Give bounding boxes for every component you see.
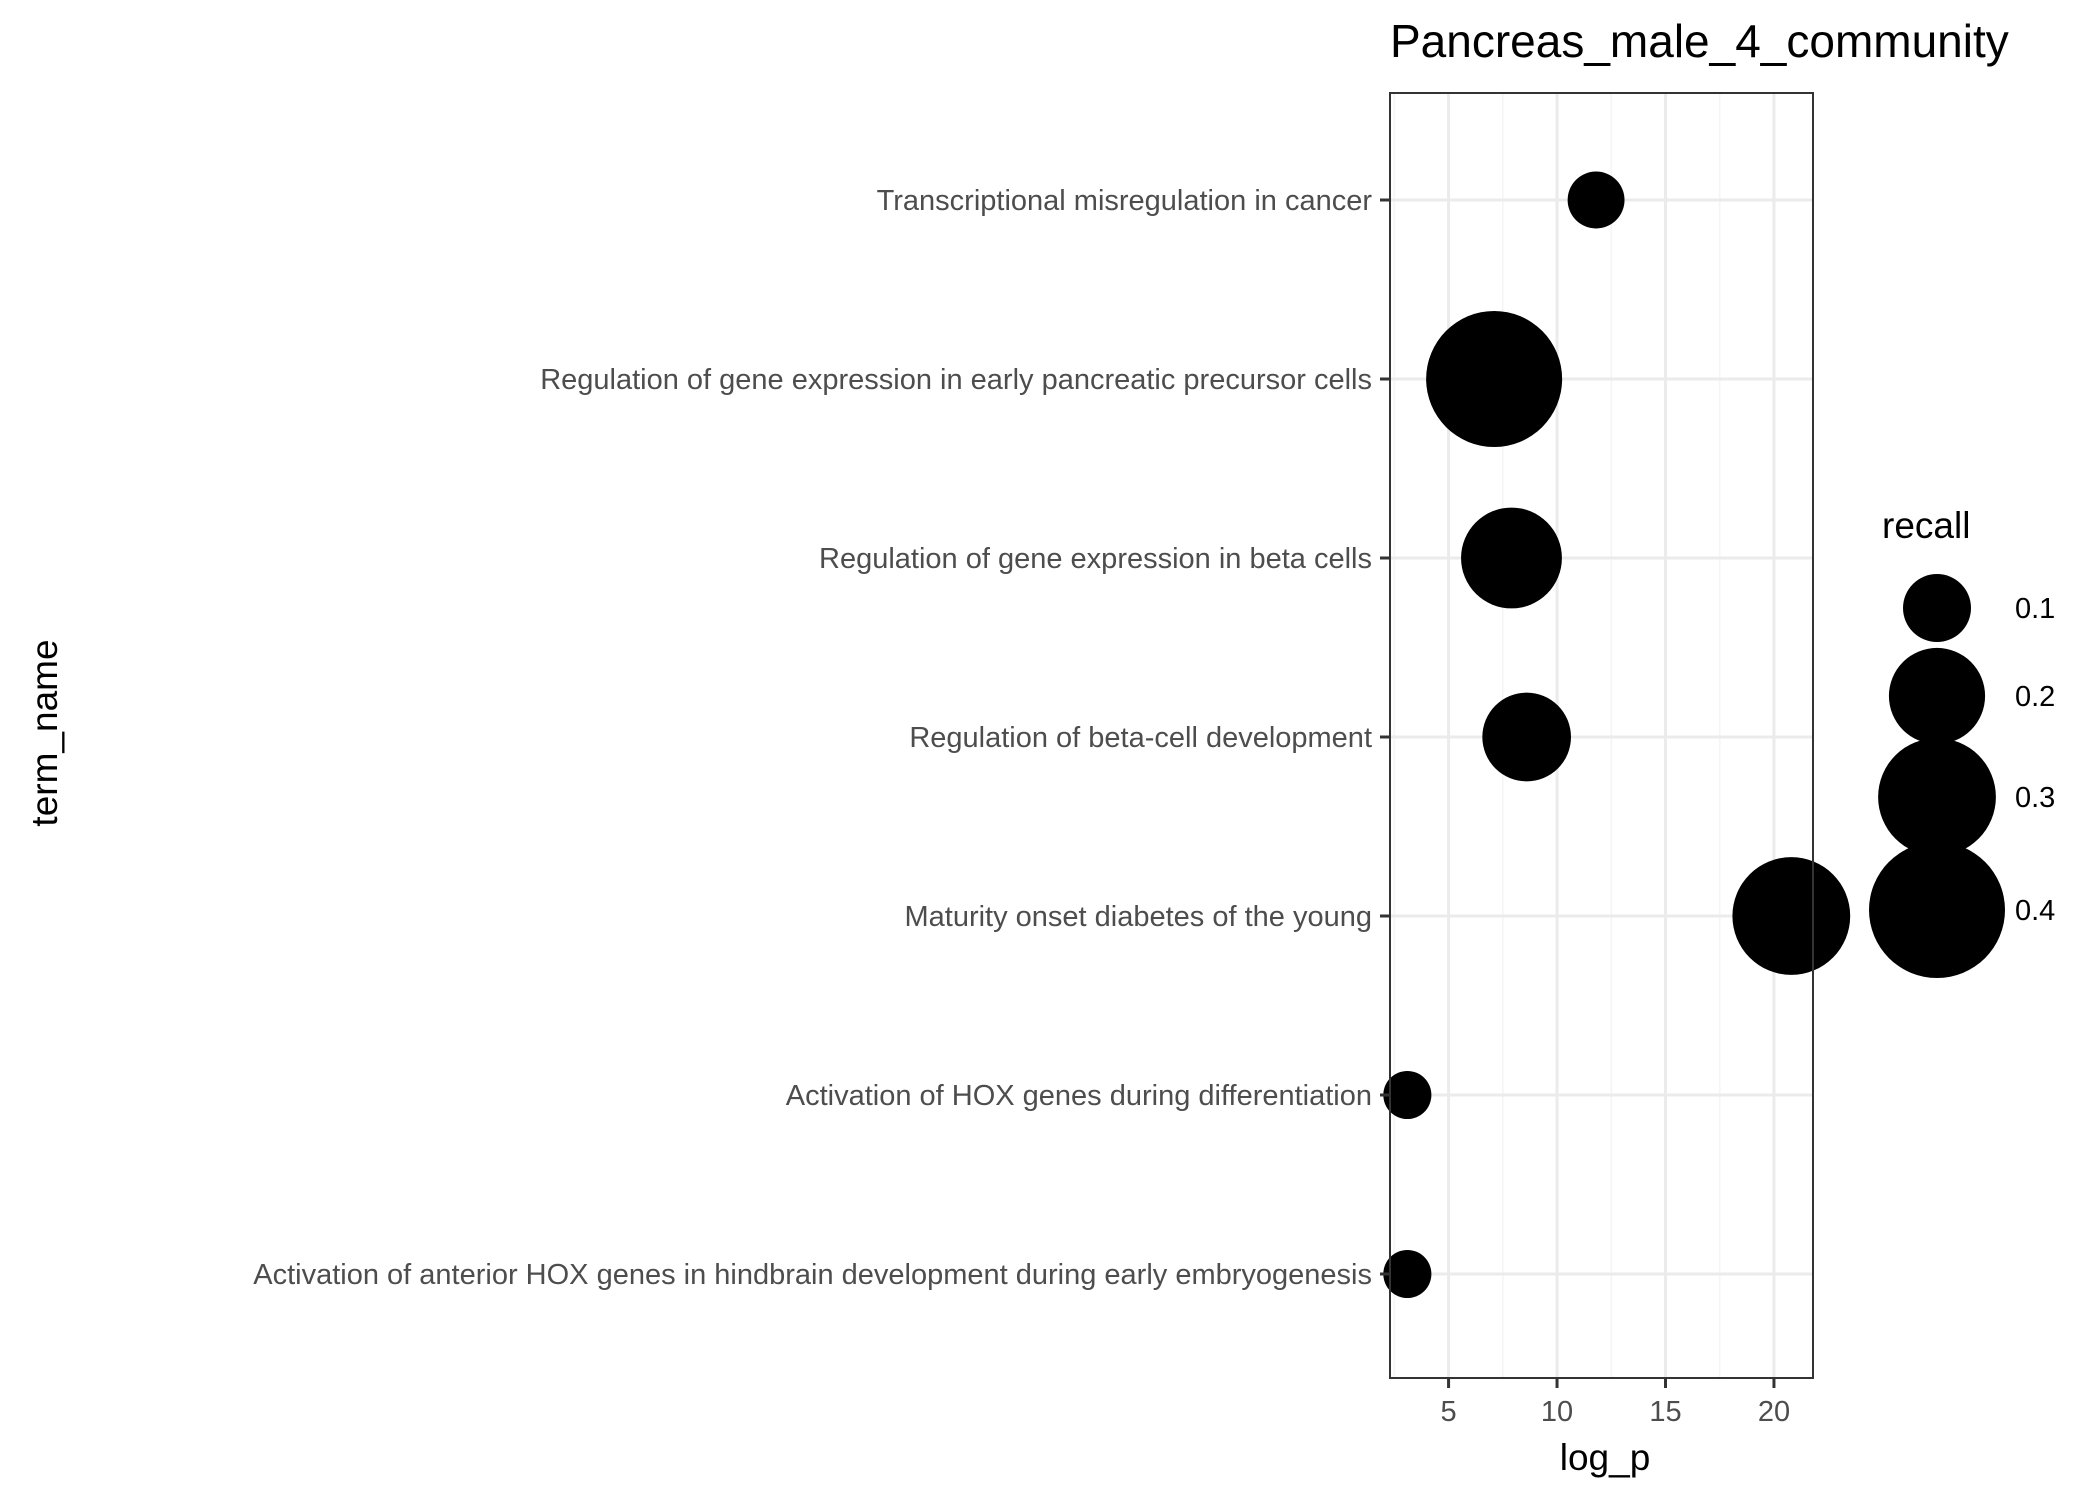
x-tick-label: 5 [1440,1396,1456,1428]
y-tick-label: Activation of HOX genes during different… [786,1080,1372,1112]
data-point [1567,171,1625,229]
data-point [1732,857,1851,975]
legend-label: 0.4 [2015,895,2055,927]
data-point [1482,692,1571,782]
y-tick-label: Regulation of gene expression in beta ce… [819,543,1372,575]
legend-label: 0.1 [2015,593,2055,625]
y-tick-label: Transcriptional misregulation in cancer [877,185,1373,217]
plot-panel [1383,92,1851,1379]
legend: recall 0.1 0.2 0.3 0.4 [1869,505,2055,978]
y-tick-label: Activation of anterior HOX genes in hind… [253,1259,1372,1291]
data-point [1461,507,1562,609]
legend-key [1878,738,1996,856]
x-tick-label: 20 [1758,1396,1790,1428]
y-tick-label: Regulation of gene expression in early p… [540,364,1372,396]
legend-title: recall [1882,505,1970,546]
y-tick-label: Regulation of beta-cell development [909,722,1372,754]
legend-key [1888,647,1986,745]
x-tick-label: 10 [1541,1396,1573,1428]
legend-label: 0.3 [2015,782,2055,814]
legend-label: 0.2 [2015,681,2055,713]
data-point [1426,311,1563,447]
chart-title: Pancreas_male_4_community [1390,15,2009,67]
legend-key [1869,842,2005,978]
data-point [1383,1249,1432,1299]
x-axis-title: log_p [1560,1437,1651,1478]
legend-key [1903,574,1971,642]
x-axis-ticks: 5 10 15 20 [1440,1378,1790,1428]
y-axis-title: term_name [24,639,65,826]
y-axis-labels: Transcriptional misregulation in cancer R… [253,185,1390,1291]
y-tick-label: Maturity onset diabetes of the young [904,901,1372,933]
x-tick-label: 15 [1649,1396,1681,1428]
data-point [1383,1070,1432,1120]
